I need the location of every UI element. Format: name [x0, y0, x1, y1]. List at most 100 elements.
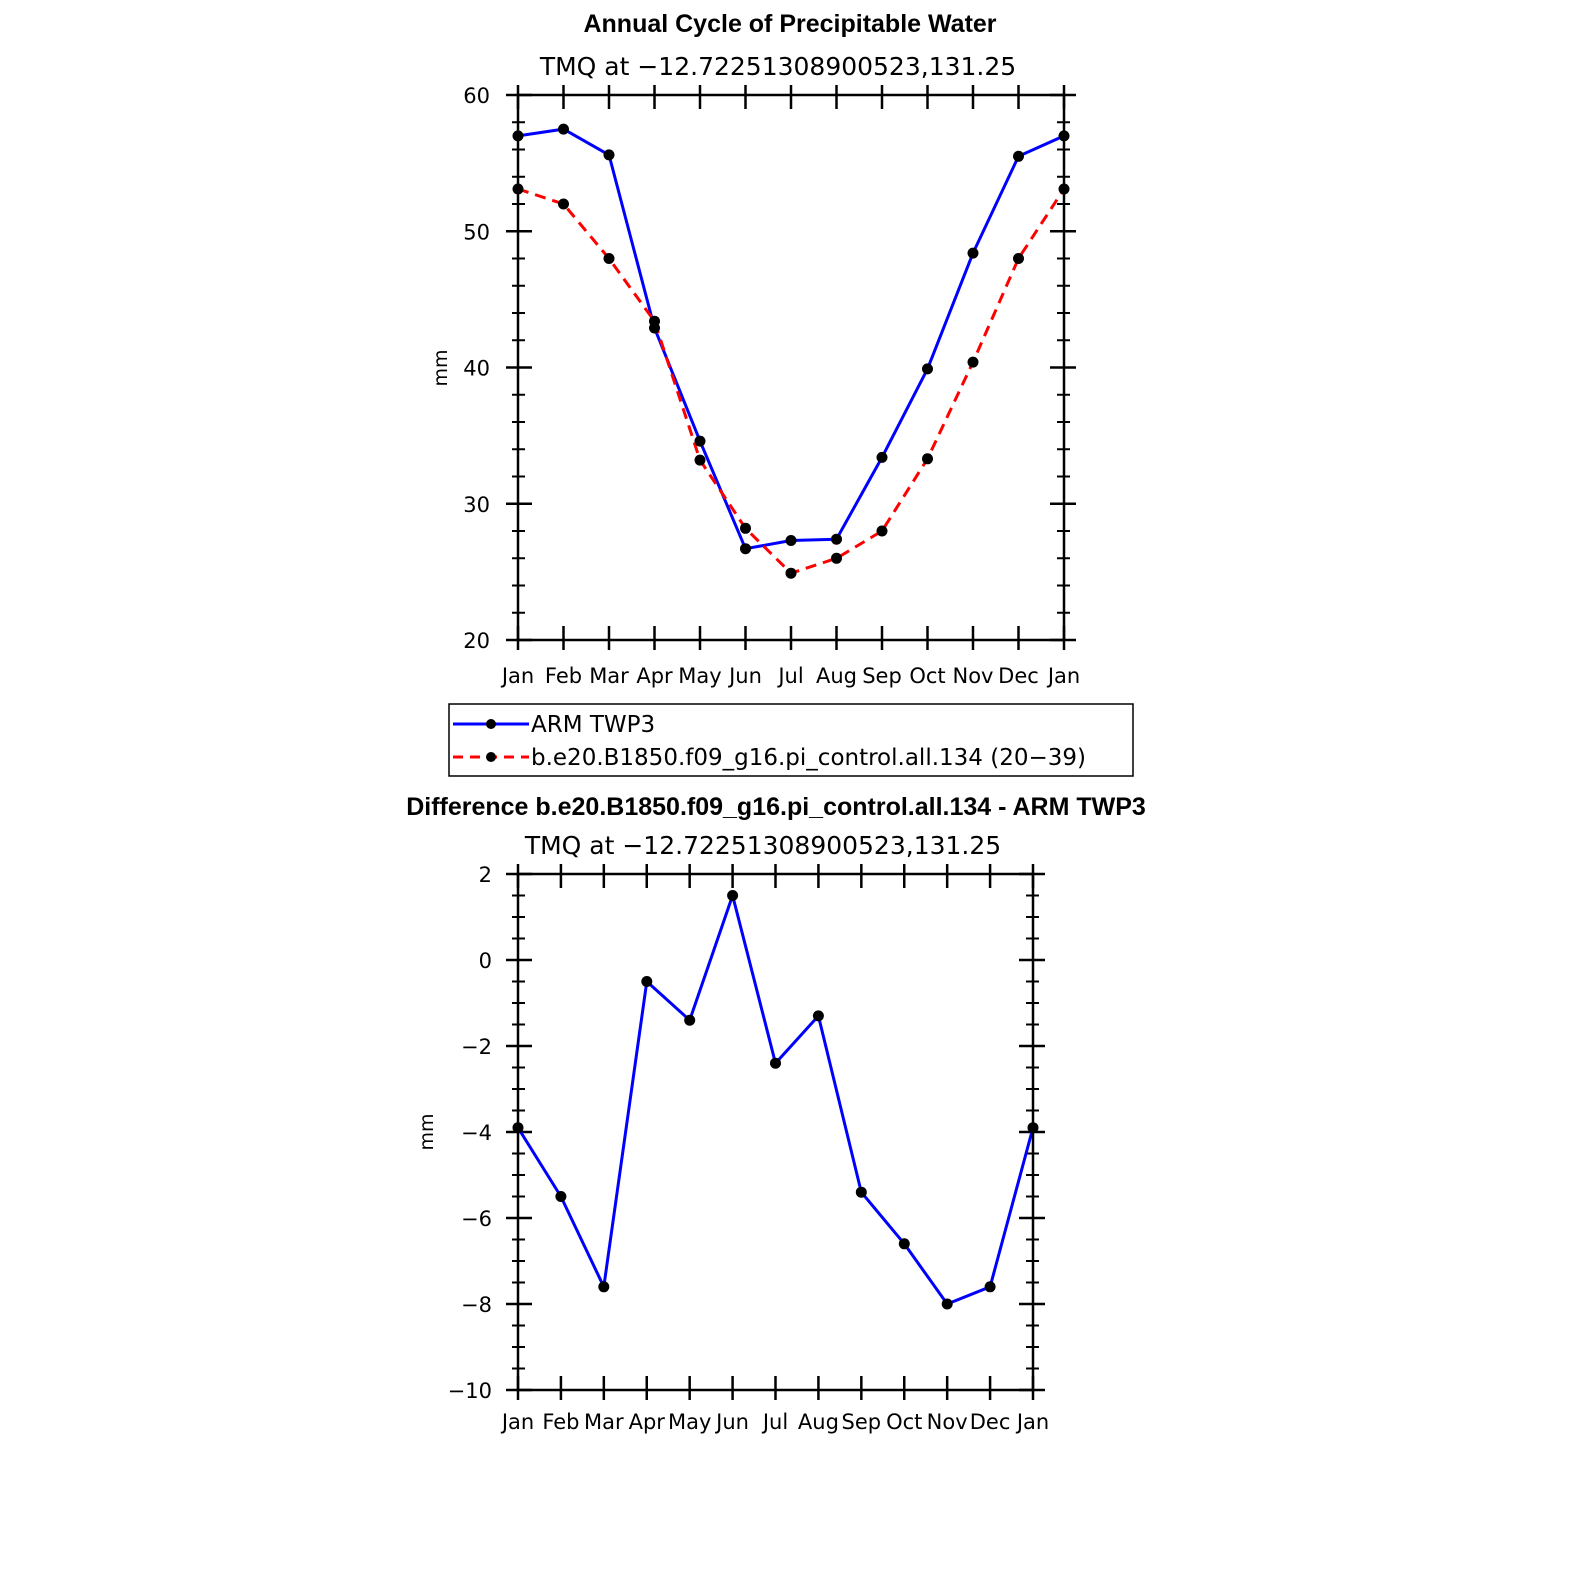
series-points: [512, 890, 1039, 1310]
y-tick-label: 50: [463, 220, 490, 244]
data-point: [831, 533, 842, 545]
data-point: [694, 435, 706, 447]
x-tick-label: Feb: [545, 664, 582, 688]
series-line-1: [517, 187, 1066, 575]
x-tick-label: Mar: [584, 1410, 624, 1434]
data-point: [785, 535, 797, 546]
tick-marks: [506, 85, 1076, 650]
x-tick-label: Aug: [798, 1410, 839, 1434]
x-tick-label: Jan: [500, 664, 534, 688]
x-tick-label: Nov: [953, 664, 994, 688]
data-point: [941, 1298, 953, 1310]
tick-marks: [506, 864, 1045, 1400]
y-tick-label: −8: [461, 1293, 492, 1317]
data-point: [876, 525, 888, 537]
data-point: [740, 522, 751, 534]
x-tick-label: Apr: [636, 664, 673, 688]
x-tick-label: Apr: [629, 1410, 666, 1434]
precipitable-water-chart: Annual Cycle of Precipitable Water TMQ a…: [430, 10, 1080, 688]
data-point: [641, 976, 653, 987]
data-point: [967, 356, 979, 368]
x-tick-label: Aug: [816, 664, 857, 688]
plot-frame: [516, 872, 1035, 1392]
legend-box: [448, 703, 1134, 777]
data-point: [922, 453, 933, 465]
data-point: [876, 451, 888, 463]
data-point: [558, 123, 569, 135]
x-tick-label: Dec: [998, 664, 1039, 688]
data-point: [922, 363, 933, 375]
data-point: [558, 198, 569, 210]
y-tick-labels: 20 30 40 50 60: [463, 84, 490, 653]
data-point: [684, 1014, 696, 1026]
x-tick-label: Sep: [862, 664, 902, 688]
legend-swatch-marker: [486, 719, 496, 729]
series-lines: [517, 127, 1066, 575]
chart-title: Difference b.e20.B1850.f09_g16.pi_contro…: [406, 793, 1146, 821]
legend-item-arm: ARM TWP3: [453, 712, 655, 738]
y-tick-label: 0: [479, 949, 492, 973]
y-axis-label: mm: [416, 1113, 438, 1150]
plot-frame: [516, 93, 1066, 642]
data-point: [555, 1191, 567, 1202]
series-points: [512, 123, 1070, 579]
x-tick-label: Dec: [970, 1410, 1011, 1434]
x-tick-label: Jan: [500, 1410, 534, 1434]
data-point: [1013, 253, 1024, 264]
chart-subtitle: TMQ at −12.72251308900523,131.25: [539, 52, 1016, 81]
data-point: [812, 1010, 824, 1022]
x-tick-label: Feb: [542, 1410, 579, 1434]
x-tick-label: Jun: [714, 1410, 749, 1434]
data-point: [727, 890, 739, 901]
y-tick-label: −6: [461, 1207, 492, 1231]
y-tick-label: 40: [463, 357, 490, 381]
series-lines: [516, 894, 1035, 1306]
chart-subtitle: TMQ at −12.72251308900523,131.25: [524, 831, 1001, 860]
y-tick-label: −4: [461, 1121, 492, 1145]
x-tick-label: Jul: [761, 1410, 788, 1434]
legend: ARM TWP3 b.e20.B1850.f09_g16.pi_control.…: [448, 703, 1134, 777]
x-tick-label: Jul: [776, 664, 803, 688]
y-tick-label: −2: [461, 1035, 492, 1059]
legend-item-model: b.e20.B1850.f09_g16.pi_control.all.134 (…: [453, 745, 1086, 771]
data-point: [649, 315, 660, 327]
legend-label-arm: ARM TWP3: [531, 712, 655, 738]
data-point: [603, 149, 615, 161]
data-point: [770, 1057, 781, 1069]
x-tick-labels: Jan Feb Mar Apr May Jun Jul Aug Sep Oct Nov Dec Jan: [500, 664, 1080, 688]
y-tick-label: 60: [463, 84, 490, 108]
x-tick-label: Sep: [842, 1410, 882, 1434]
x-tick-label: Mar: [589, 664, 629, 688]
chart-title: Annual Cycle of Precipitable Water: [583, 10, 996, 38]
y-tick-label: 2: [479, 863, 492, 887]
difference-chart: Difference b.e20.B1850.f09_g16.pi_contro…: [406, 793, 1146, 1434]
y-axis-label: mm: [430, 349, 452, 386]
data-point: [967, 247, 979, 259]
data-point: [785, 567, 797, 579]
y-tick-label: 30: [463, 493, 490, 517]
legend-label-model: b.e20.B1850.f09_g16.pi_control.all.134 (…: [531, 745, 1086, 771]
legend-swatch-marker: [486, 752, 496, 762]
data-point: [831, 552, 842, 564]
x-tick-label: Jun: [727, 664, 762, 688]
data-point: [740, 543, 751, 555]
x-tick-label: May: [668, 1410, 711, 1434]
series-line-0: [516, 894, 1035, 1306]
data-point: [1013, 150, 1024, 162]
x-tick-label: May: [678, 664, 721, 688]
x-tick-label: Jan: [1015, 1410, 1049, 1434]
data-point: [598, 1281, 610, 1293]
y-tick-labels: −10 −8 −6 −4 −2 0 2: [448, 863, 492, 1403]
series-line-0: [517, 127, 1065, 551]
data-point: [603, 253, 615, 264]
data-point: [694, 454, 706, 466]
data-point: [855, 1186, 867, 1198]
y-tick-label: 20: [463, 629, 490, 653]
y-tick-label: −10: [448, 1379, 492, 1403]
x-tick-label: Oct: [909, 664, 945, 688]
x-tick-label: Jan: [1046, 664, 1080, 688]
x-tick-label: Oct: [886, 1410, 922, 1434]
data-point: [898, 1238, 910, 1250]
data-point: [984, 1281, 996, 1293]
